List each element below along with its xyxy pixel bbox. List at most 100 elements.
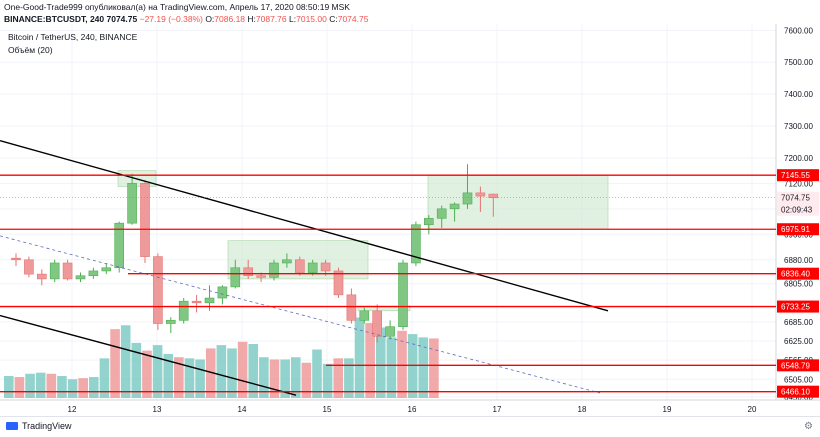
candle-body xyxy=(462,192,473,205)
high-value: 7087.76 xyxy=(255,14,287,24)
candle-body xyxy=(11,257,21,261)
candle-body xyxy=(36,273,47,280)
volume-bar xyxy=(57,375,67,398)
volume-bar xyxy=(152,345,163,398)
level-label-text: 6975.91 xyxy=(781,225,810,234)
volume-bar xyxy=(429,338,439,398)
close-value: 7074.75 xyxy=(337,14,369,24)
symbol-text: BINANCE:BTCUSDT, 240 xyxy=(4,14,105,24)
volume-bar xyxy=(99,358,110,398)
candle-body xyxy=(140,183,150,257)
volume-bar xyxy=(195,359,205,398)
volume-bar xyxy=(46,373,57,398)
volume-bar xyxy=(269,359,280,398)
volume-bar xyxy=(174,357,184,398)
level-label-text: 6733.25 xyxy=(781,303,810,312)
current-price-box xyxy=(777,191,819,216)
low-value: 7015.00 xyxy=(296,14,327,24)
tradingview-logo[interactable]: TradingView xyxy=(6,421,72,431)
dashed-channel-line xyxy=(0,235,601,394)
countdown-label: 02:09:43 xyxy=(781,206,813,215)
candle-body xyxy=(436,208,447,219)
x-tick-label: 12 xyxy=(68,405,77,414)
volume-bar xyxy=(354,317,365,398)
volume-bar xyxy=(237,341,248,398)
x-tick-label: 14 xyxy=(238,405,247,414)
level-label-box xyxy=(777,267,819,280)
candle-body xyxy=(320,262,331,272)
candle-body xyxy=(191,300,202,304)
level-label-text: 6548.79 xyxy=(781,361,810,370)
candle-body xyxy=(256,275,266,278)
candle-body xyxy=(243,267,253,277)
candle-body xyxy=(24,259,34,275)
change-text: −27.19 (−0.38%) xyxy=(139,14,203,24)
trendline-lower xyxy=(0,314,297,396)
high-label: H: xyxy=(247,14,256,24)
volume-bar xyxy=(205,348,216,398)
candle-body xyxy=(88,270,99,277)
volume-bar xyxy=(35,372,46,398)
open-value: 7086.18 xyxy=(214,14,246,24)
volume-bar xyxy=(322,363,333,398)
candle-body xyxy=(217,286,228,299)
x-tick-label: 18 xyxy=(578,405,587,414)
candle-body xyxy=(178,300,189,321)
y-tick-label: 7200.00 xyxy=(784,154,813,163)
candle-body xyxy=(372,310,383,337)
volume-bar xyxy=(4,375,14,398)
volume-bar xyxy=(259,357,269,398)
level-label-text: 6836.40 xyxy=(781,270,810,279)
volume-bar xyxy=(142,350,152,398)
volume-bar xyxy=(110,329,120,398)
candle-body xyxy=(398,262,408,328)
volume-bar xyxy=(301,362,312,398)
volume-bar xyxy=(14,377,25,398)
candle-body xyxy=(114,222,124,269)
y-tick-label: 7120.00 xyxy=(784,179,813,188)
trendline-upper xyxy=(0,139,609,312)
volume-bar xyxy=(163,353,174,398)
y-tick-label: 6880.00 xyxy=(784,256,813,265)
volume-bar xyxy=(418,337,429,398)
x-tick-label: 17 xyxy=(493,405,502,414)
candle-body xyxy=(359,310,370,321)
current-price-label: 7074.75 xyxy=(781,194,810,203)
y-tick-label: 7300.00 xyxy=(784,122,813,131)
close-label: C: xyxy=(329,14,338,24)
volume-bar xyxy=(344,358,354,398)
volume-bar xyxy=(25,373,35,398)
volume-bar xyxy=(184,358,195,398)
candle-body xyxy=(101,267,112,272)
candle-body xyxy=(449,203,460,210)
candle-body xyxy=(307,262,318,273)
low-label: L: xyxy=(289,14,297,24)
volume-bar xyxy=(89,377,99,398)
candle-body xyxy=(294,259,305,273)
level-label-box xyxy=(777,300,819,313)
level-label-box xyxy=(777,385,819,398)
candle-body xyxy=(204,297,215,304)
candle-body xyxy=(49,262,60,280)
volume-bar xyxy=(216,345,227,398)
volume-legend: Объём (20) xyxy=(8,45,53,55)
volume-bar xyxy=(397,330,407,398)
level-label-box xyxy=(777,359,819,372)
y-tick-label: 6685.00 xyxy=(784,318,813,327)
author-line: One-Good-Trade999 опубликовал(а) на Trad… xyxy=(4,2,350,12)
footer-bar: TradingView ⚙ xyxy=(0,416,820,437)
gear-icon[interactable]: ⚙ xyxy=(804,421,813,432)
volume-bar xyxy=(131,342,142,398)
volume-bar xyxy=(333,358,344,398)
candle-body xyxy=(488,193,499,199)
candle-body xyxy=(423,218,434,226)
consolidation-zone xyxy=(427,175,609,230)
ohlc-line: BINANCE:BTCUSDT, 240 7074.75 −27.19 (−0.… xyxy=(4,14,368,24)
candle-body xyxy=(269,262,279,278)
candle-body xyxy=(385,326,395,337)
tradingview-logo-icon xyxy=(6,422,18,430)
level-label-box xyxy=(777,169,819,182)
last-price-text: 7074.75 xyxy=(106,14,138,24)
price-chart[interactable]: 7600.00 7500.00 7400.00 7300.00 7200.00 7120.… xyxy=(0,24,820,416)
